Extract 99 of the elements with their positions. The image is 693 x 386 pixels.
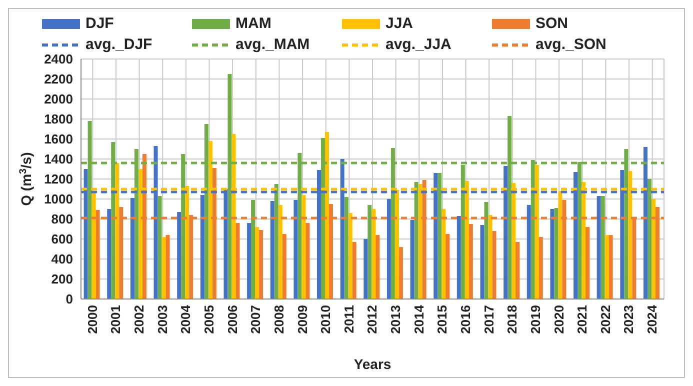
bar [352,242,356,299]
bar [538,237,543,299]
bar [414,182,418,299]
bar [600,196,605,299]
x-tick-label: 2007 [248,305,264,334]
y-tick-label: 2000 [44,92,73,107]
bar [651,199,656,299]
bar [386,199,391,299]
y-tick-label: 1600 [44,132,73,147]
y-tick-label: 0 [66,292,73,307]
x-tick-label: 2022 [598,305,613,334]
bar [92,193,96,299]
bar [398,247,403,299]
bar [647,179,652,299]
x-tick-label: 2017 [481,305,496,334]
bar [516,242,520,299]
bar [526,205,531,299]
x-tick-label: 2020 [551,305,566,334]
y-tick-label: 1000 [44,192,73,207]
bar [488,215,492,299]
bar [251,200,256,299]
bar [442,209,446,299]
bar [456,216,461,299]
legend-label: JJA [386,15,414,32]
x-tick-label: 2003 [154,305,170,334]
bar [554,208,558,299]
legend-label: avg._MAM [236,36,310,53]
y-tick-label: 1200 [44,172,73,187]
bar [596,196,601,299]
bar [376,235,380,299]
bar [586,227,590,299]
x-tick-label: 2010 [318,305,334,334]
bar [604,235,609,299]
x-tick-label: 2018 [504,305,520,334]
bar [480,225,484,299]
y-tick-label: 2400 [44,52,73,67]
bar [282,234,286,299]
bar [255,227,260,299]
x-axis-title: Years [354,356,392,372]
legend-label: SON [536,15,568,32]
bar [558,191,562,299]
bar [162,237,166,299]
bar [294,200,298,299]
x-tick-label: 2001 [108,305,124,334]
legend-label: avg._JJA [386,36,452,53]
y-tick-label: 2200 [44,72,73,87]
bar [247,223,252,299]
bar [236,223,240,299]
bar [446,234,450,299]
x-tick-label: 2024 [644,304,660,334]
bar [166,235,170,299]
bar [550,209,554,299]
bar [158,196,162,299]
bar [468,224,473,299]
bar [368,205,372,299]
y-tick-label: 1800 [44,112,73,127]
bar [492,231,496,299]
bar [438,173,442,299]
x-tick-label: 2004 [178,304,194,334]
bar [306,223,310,299]
legend-label: avg._SON [536,36,606,53]
x-tick-label: 2019 [528,305,543,334]
bar [259,230,264,299]
bar [344,197,348,299]
y-tick-label: 400 [51,252,73,267]
bar [364,239,368,299]
x-tick-label: 2011 [341,305,356,334]
legend-label: DJF [86,15,114,32]
bar [608,235,613,299]
x-tick-label: 2008 [271,305,286,334]
bar [107,209,112,299]
x-tick-label: 2006 [224,305,240,334]
x-tick-label: 2015 [434,305,450,334]
bar [302,195,306,299]
bar [270,201,274,299]
x-tick-label: 2009 [294,305,310,334]
x-tick-label: 2016 [458,305,474,334]
legend-label: MAM [236,15,272,32]
bar [410,220,414,299]
bar [484,202,488,299]
legend-label: avg._DJF [86,36,152,53]
bar [278,205,282,299]
x-tick-label: 2000 [84,305,100,334]
x-tick-label: 2005 [201,305,216,334]
bar [372,209,376,299]
y-tick-label: 200 [51,272,73,287]
x-tick-label: 2013 [388,305,404,334]
bar [274,184,278,299]
bar [130,198,134,299]
x-tick-label: 2002 [132,305,147,334]
y-tick-label: 800 [51,212,73,227]
y-tick-label: 1400 [44,152,73,167]
x-tick-label: 2012 [364,305,380,334]
bar [177,212,182,299]
x-tick-label: 2014 [411,304,426,334]
bar [348,213,352,299]
x-tick-label: 2023 [621,305,636,334]
x-tick-label: 2021 [574,305,590,334]
y-tick-label: 600 [51,232,73,247]
